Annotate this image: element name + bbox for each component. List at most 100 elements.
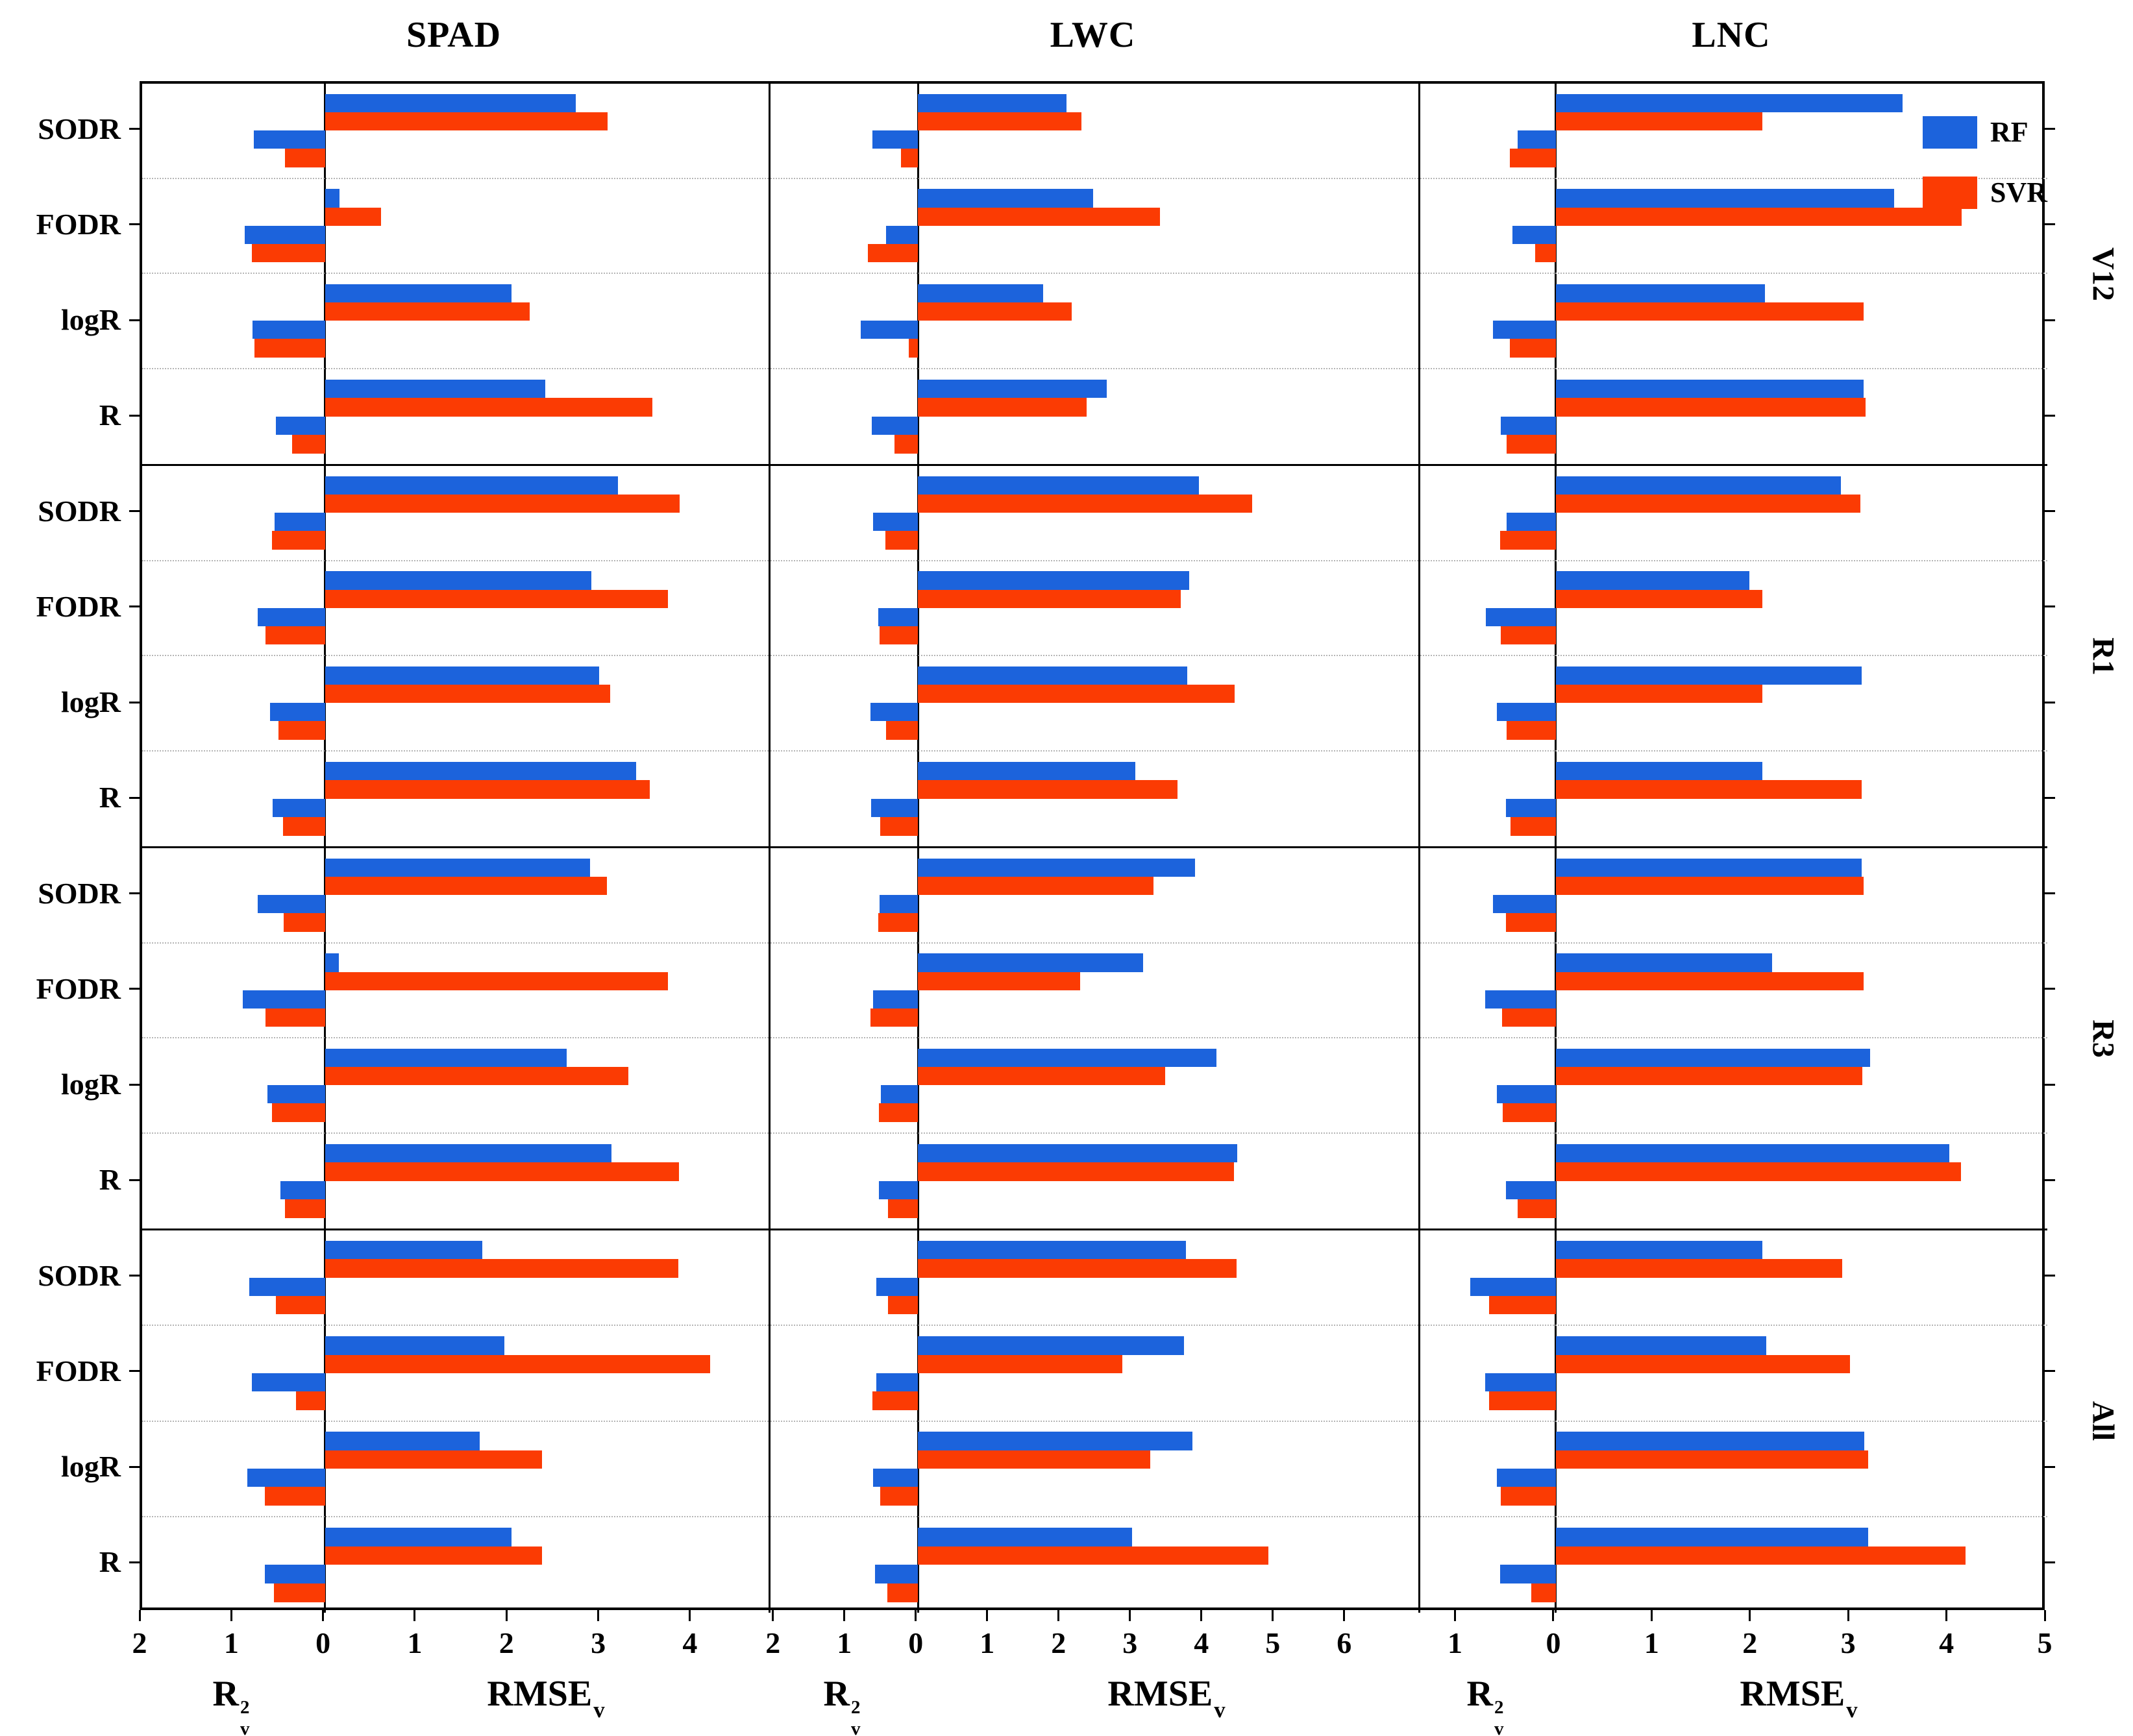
bar-svr-rmse-logR (325, 1067, 629, 1086)
bar-svr-r2-SODR (900, 149, 919, 167)
bar-rf-rmse-SODR (325, 1240, 483, 1260)
bar-svr-r2-SODR (272, 531, 325, 550)
category-label-SODR-R3: SODR (38, 876, 121, 910)
panel-LNC-R1 (1420, 466, 2047, 848)
bar-rf-r2-logR (270, 703, 325, 722)
panel-LNC-All (1420, 1230, 2047, 1613)
bar-svr-r2-logR (908, 339, 919, 358)
bar-rf-r2-SODR (1517, 130, 1556, 149)
x-axis-tick-label: 1 (1644, 1626, 1659, 1659)
x-axis-tick (1945, 1610, 1948, 1621)
x-axis-tick (1552, 1610, 1555, 1621)
x-axis-tick (322, 1610, 325, 1621)
category-group-SODR (142, 1230, 769, 1326)
bar-svr-rmse-R (918, 780, 1178, 799)
right-spine-tick (2045, 1561, 2055, 1563)
bar-svr-rmse-logR (325, 685, 611, 703)
category-group-SODR (771, 1230, 1418, 1326)
x-axis-tick-label: 1 (223, 1626, 239, 1659)
bar-rf-r2-R (264, 1565, 325, 1584)
bar-rf-r2-SODR (876, 1277, 919, 1296)
x-axis-tick-label: 1 (1448, 1626, 1463, 1659)
x-axis-tick-label: 0 (908, 1626, 924, 1659)
left-spine-tick (129, 128, 140, 130)
panel-LNC-V12 (1420, 84, 2047, 466)
bar-rf-rmse-SODR (918, 476, 1200, 495)
bar-svr-rmse-logR (1555, 1067, 1863, 1086)
x-axis-tick (1343, 1610, 1346, 1621)
bar-svr-r2-R (894, 435, 919, 454)
category-group-FODR (771, 944, 1418, 1038)
bar-svr-r2-FODR (1535, 243, 1556, 263)
rf-color-swatch (1923, 116, 1977, 149)
x-axis-tick-label: 4 (1939, 1626, 1954, 1659)
bar-svr-r2-SODR (1489, 1295, 1556, 1315)
bar-svr-rmse-logR (918, 1450, 1150, 1469)
bar-rf-r2-FODR (1512, 225, 1556, 244)
axis-title-rmse-spad: RMSEv (487, 1674, 605, 1722)
category-group-logR (1420, 274, 2047, 369)
bar-rf-r2-FODR (1486, 607, 1556, 626)
row-label-r1: R1 (2086, 637, 2121, 676)
bar-rf-r2-FODR (244, 225, 325, 244)
left-spine-tick (129, 701, 140, 703)
bar-svr-r2-R (880, 817, 919, 836)
bar-rf-r2-R (878, 1180, 919, 1200)
bar-rf-rmse-FODR (1555, 1336, 1766, 1355)
bar-rf-rmse-FODR (918, 571, 1189, 590)
panel-LWC-V12 (771, 84, 1420, 466)
panel-LWC-R3 (771, 848, 1420, 1230)
left-spine-tick (129, 1465, 140, 1468)
bar-svr-r2-FODR (1489, 1391, 1556, 1410)
bar-rf-rmse-logR (1555, 284, 1766, 303)
bar-rf-r2-logR (872, 1469, 919, 1487)
x-axis-tick-label: 0 (1546, 1626, 1561, 1659)
x-axis-tick (1454, 1610, 1457, 1621)
category-group-SODR (1420, 84, 2047, 179)
right-spine-tick (2045, 1465, 2055, 1468)
bar-rf-r2-R (273, 798, 325, 818)
category-group-FODR (142, 561, 769, 656)
category-group-logR (142, 1038, 769, 1134)
bar-rf-rmse-R (325, 379, 546, 398)
category-group-R (1420, 752, 2047, 847)
legend-item-rf: RF (1923, 116, 2047, 149)
bar-svr-r2-SODR (275, 1295, 325, 1315)
bar-rf-r2-R (1505, 798, 1556, 818)
zero-axis-line (1555, 848, 1557, 1229)
bar-rf-r2-SODR (1493, 895, 1556, 914)
bar-rf-rmse-FODR (918, 1336, 1185, 1355)
x-axis-tick-label: 3 (1840, 1626, 1856, 1659)
bar-svr-rmse-SODR (325, 877, 607, 896)
bar-rf-rmse-logR (325, 284, 512, 303)
bar-svr-r2-SODR (1509, 149, 1556, 167)
category-group-logR (1420, 1422, 2047, 1517)
panel-SPAD-R3 (142, 848, 771, 1230)
bar-svr-r2-logR (278, 721, 325, 740)
right-spine-tick (2045, 892, 2055, 895)
category-group-logR (771, 656, 1418, 752)
bar-svr-rmse-SODR (918, 112, 1082, 131)
bar-rf-rmse-FODR (1555, 953, 1773, 972)
category-group-logR (142, 656, 769, 752)
bar-rf-r2-FODR (257, 607, 325, 626)
left-spine-tick (129, 414, 140, 417)
bar-svr-r2-logR (878, 1103, 919, 1122)
left-spine-tick (129, 892, 140, 895)
bar-svr-r2-FODR (879, 626, 919, 645)
bar-rf-rmse-logR (918, 1432, 1193, 1450)
column-title-lnc: LNC (1692, 15, 1771, 55)
right-spine-tick (2045, 1370, 2055, 1373)
bar-rf-rmse-FODR (918, 189, 1093, 208)
panel-SPAD-V12 (142, 84, 771, 466)
bar-rf-r2-logR (1497, 1469, 1556, 1487)
legend-label-rf: RF (1990, 116, 2028, 148)
bar-svr-rmse-R (325, 780, 650, 799)
category-group-R (771, 1517, 1418, 1613)
x-axis-tick-label: 4 (1194, 1626, 1209, 1659)
bar-rf-r2-FODR (252, 1373, 325, 1392)
category-group-logR (1420, 656, 2047, 752)
